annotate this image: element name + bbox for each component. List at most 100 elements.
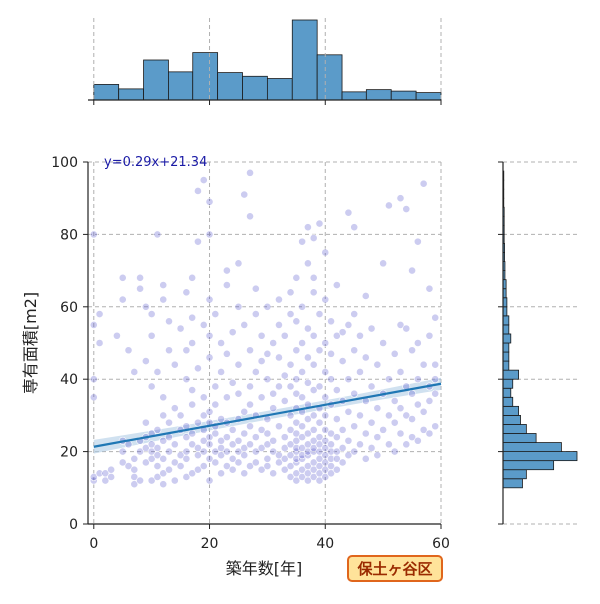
scatter-point	[367, 444, 376, 452]
scatter-point	[350, 389, 359, 398]
scatter-point	[298, 422, 307, 431]
scatter-point	[332, 447, 341, 456]
scatter-point	[280, 371, 289, 380]
scatter-point	[251, 284, 260, 293]
scatter-point	[188, 273, 197, 282]
scatter-point	[315, 219, 324, 228]
scatter-point	[408, 433, 416, 442]
scatter-point	[240, 407, 249, 416]
scatter-point	[309, 458, 318, 467]
scatter-point	[240, 190, 249, 199]
scatter-point	[182, 447, 191, 456]
x-hist-bar	[341, 91, 367, 101]
scatter-point	[234, 360, 243, 369]
scatter-point	[332, 331, 341, 340]
scatter-point	[419, 360, 428, 369]
scatter-point	[147, 476, 156, 485]
scatter-point	[379, 425, 388, 434]
scatter-point	[315, 418, 324, 427]
scatter-point	[275, 451, 283, 460]
scatter-point	[344, 407, 353, 416]
scatter-point	[141, 444, 150, 452]
scatter-point	[251, 433, 260, 442]
scatter-point	[141, 418, 150, 427]
scatter-point	[222, 447, 231, 456]
x-hist-bar	[242, 75, 268, 101]
x-hist-bar	[266, 78, 293, 101]
scatter-point	[141, 458, 150, 467]
scatter-point	[327, 440, 335, 449]
scatter-point	[344, 208, 353, 217]
scatter-point	[431, 375, 440, 384]
x-hist-bar	[415, 92, 442, 101]
scatter-point	[367, 382, 376, 391]
x-marginal-histogram	[88, 18, 442, 105]
scatter-point	[419, 407, 428, 416]
scatter-point	[280, 331, 289, 340]
x-hist-bar	[93, 84, 120, 101]
y-hist-bar	[502, 324, 510, 335]
scatter-point	[170, 440, 179, 449]
axes: 0 20 40 60 0 20 40 60 80 100	[51, 155, 450, 552]
scatter-point	[338, 458, 347, 467]
scatter-point	[413, 436, 422, 445]
scatter-point	[396, 320, 405, 329]
scatter-point	[246, 440, 254, 449]
scatter-point	[321, 436, 330, 445]
x-tick-label: 40	[316, 536, 334, 552]
scatter-point	[402, 440, 411, 449]
scatter-point	[408, 266, 416, 275]
scatter-point	[280, 433, 289, 442]
y-hist-bar	[502, 360, 510, 371]
scatter-point	[234, 458, 243, 467]
scatter-point	[373, 360, 382, 369]
scatter-point	[338, 444, 347, 452]
scatter-point	[327, 317, 335, 326]
scatter-point	[304, 415, 312, 423]
scatter-point	[95, 339, 104, 347]
x-tick-label: 60	[432, 536, 450, 552]
scatter-point	[251, 447, 260, 456]
x-hist-bar	[192, 52, 219, 101]
regression-line	[93, 382, 442, 448]
scatter-point	[350, 310, 359, 318]
scatter-point	[118, 447, 127, 456]
scatter-point	[321, 393, 330, 402]
scatter-point	[188, 400, 197, 409]
scatter-point	[263, 462, 272, 470]
scatter-point	[269, 404, 278, 413]
scatter-point	[89, 375, 98, 384]
scatter-point	[153, 462, 162, 470]
scatter-point	[188, 313, 197, 322]
scatter-point	[153, 230, 162, 239]
scatter-point	[211, 310, 220, 318]
scatter-point	[217, 339, 225, 347]
scatter-point	[304, 378, 312, 387]
scatter-point	[240, 429, 249, 438]
scatter-point	[361, 454, 370, 463]
scatter-point	[130, 368, 139, 376]
scatter-point	[205, 353, 214, 362]
scatter-point	[251, 310, 260, 318]
scatter-point	[159, 436, 168, 445]
regression-equation: y=0.29x+21.34	[104, 155, 207, 170]
scatter-point	[246, 462, 254, 470]
scatter-point	[396, 368, 405, 376]
scatter-point	[234, 259, 243, 268]
scatter-point	[130, 465, 139, 474]
y-hist-bar	[502, 460, 555, 471]
scatter-point	[425, 397, 434, 405]
x-hist-bar	[143, 59, 169, 101]
scatter-point	[286, 451, 295, 460]
scatter-point	[199, 393, 208, 402]
scatter-point	[263, 454, 272, 463]
scatter-point	[182, 375, 191, 384]
scatter-point	[286, 462, 295, 470]
scatter-point	[205, 230, 214, 239]
y-tick-label: 0	[69, 517, 78, 533]
scatter-point	[413, 237, 422, 246]
scatter-point	[292, 317, 301, 326]
scatter-point	[269, 436, 278, 445]
scatter-point	[350, 422, 359, 431]
scatter-point	[408, 415, 416, 423]
